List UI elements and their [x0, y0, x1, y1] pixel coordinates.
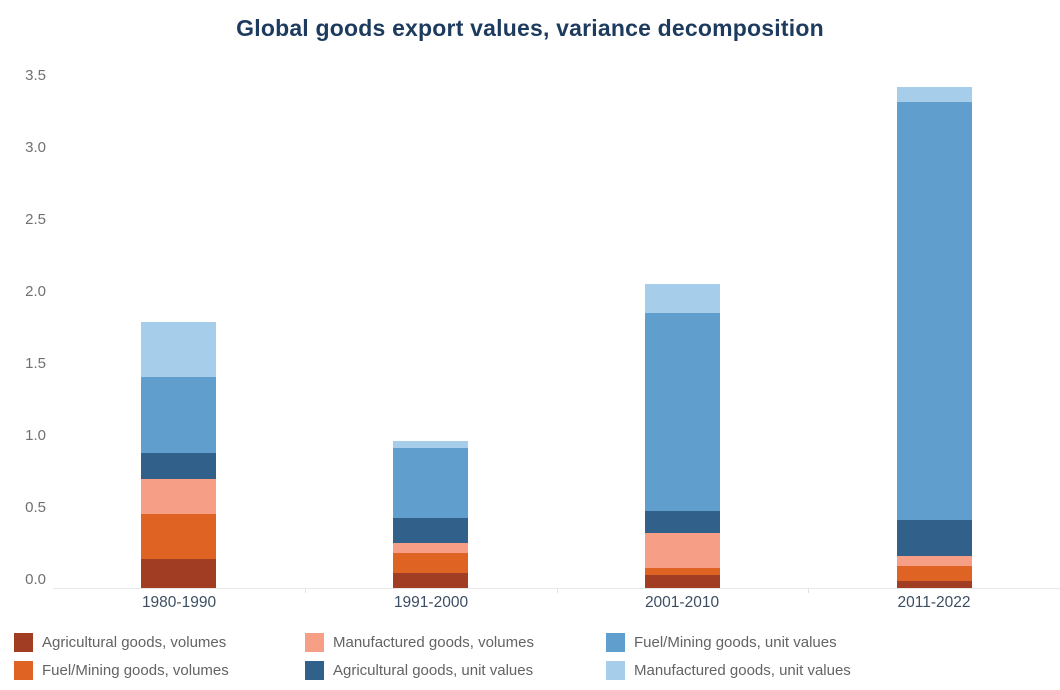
legend-swatch-icon — [606, 632, 625, 652]
bar-segment[interactable] — [393, 553, 468, 574]
y-tick-label: 3.0 — [25, 139, 46, 156]
bar-segment[interactable] — [897, 519, 972, 556]
bar-segment[interactable] — [141, 321, 216, 378]
legend-swatch-icon — [305, 632, 324, 652]
x-tick-label: 1991-2000 — [393, 594, 469, 611]
bar-segment[interactable] — [897, 555, 972, 567]
legend-swatch-icon — [606, 660, 625, 680]
legend-label: Manufactured goods, unit values — [634, 661, 851, 679]
bar-segment[interactable] — [897, 87, 972, 103]
legend-swatch-icon — [305, 660, 324, 680]
legend-label: Fuel/Mining goods, volumes — [42, 661, 229, 679]
legend-label: Fuel/Mining goods, unit values — [634, 633, 837, 651]
legend-item[interactable]: Agricultural goods, unit values — [305, 660, 606, 680]
bar-segment[interactable] — [897, 580, 972, 588]
bar-segment[interactable] — [645, 567, 720, 575]
x-tick-label: 1980-1990 — [141, 594, 217, 611]
x-axis-boundary-tick — [557, 588, 558, 593]
x-tick-label: 2001-2010 — [644, 594, 720, 611]
y-tick-label: 2.5 — [25, 211, 46, 228]
chart-title: Global goods export values, variance dec… — [236, 15, 824, 41]
bar-segment[interactable] — [393, 573, 468, 588]
bar-segment[interactable] — [645, 313, 720, 511]
legend-label: Agricultural goods, volumes — [42, 633, 227, 651]
bar-segment[interactable] — [141, 377, 216, 453]
y-tick-label: 0.5 — [25, 499, 46, 516]
bar-segment[interactable] — [141, 513, 216, 559]
bar-segment[interactable] — [645, 283, 720, 313]
x-axis-line — [53, 588, 1060, 589]
legend-swatch-icon — [14, 660, 33, 680]
bar-segment[interactable] — [393, 542, 468, 554]
legend-item[interactable]: Agricultural goods, volumes — [14, 632, 305, 652]
bar-segment[interactable] — [393, 518, 468, 543]
x-axis-boundary-tick — [305, 588, 306, 593]
legend-label: Manufactured goods, volumes — [333, 633, 534, 651]
bar-segment[interactable] — [141, 558, 216, 588]
bar-segment[interactable] — [141, 478, 216, 514]
x-tick-label: 2011-2022 — [897, 594, 971, 611]
bar-segment[interactable] — [645, 532, 720, 568]
bar-segment[interactable] — [393, 441, 468, 449]
legend-item[interactable]: Manufactured goods, unit values — [606, 660, 851, 680]
bar-segment[interactable] — [897, 102, 972, 520]
y-tick-label: 2.0 — [25, 283, 46, 300]
legend-item[interactable]: Manufactured goods, volumes — [305, 632, 606, 652]
bar-segment[interactable] — [645, 510, 720, 533]
bar-segment[interactable] — [141, 452, 216, 479]
legend: Agricultural goods, volumes Fuel/Mining g… — [14, 632, 851, 680]
legend-item[interactable]: Fuel/Mining goods, unit values — [606, 632, 851, 652]
y-tick-label: 3.5 — [25, 67, 46, 84]
x-axis-boundary-tick — [808, 588, 809, 593]
y-tick-label: 1.0 — [25, 427, 46, 444]
legend-item[interactable]: Fuel/Mining goods, volumes — [14, 660, 305, 680]
y-tick-label: 1.5 — [25, 355, 46, 372]
bar-segment[interactable] — [897, 566, 972, 581]
bar-segment[interactable] — [645, 574, 720, 588]
legend-swatch-icon — [14, 632, 33, 652]
bar-segment[interactable] — [393, 448, 468, 519]
y-tick-label: 0.0 — [25, 571, 46, 588]
legend-label: Agricultural goods, unit values — [333, 661, 534, 679]
